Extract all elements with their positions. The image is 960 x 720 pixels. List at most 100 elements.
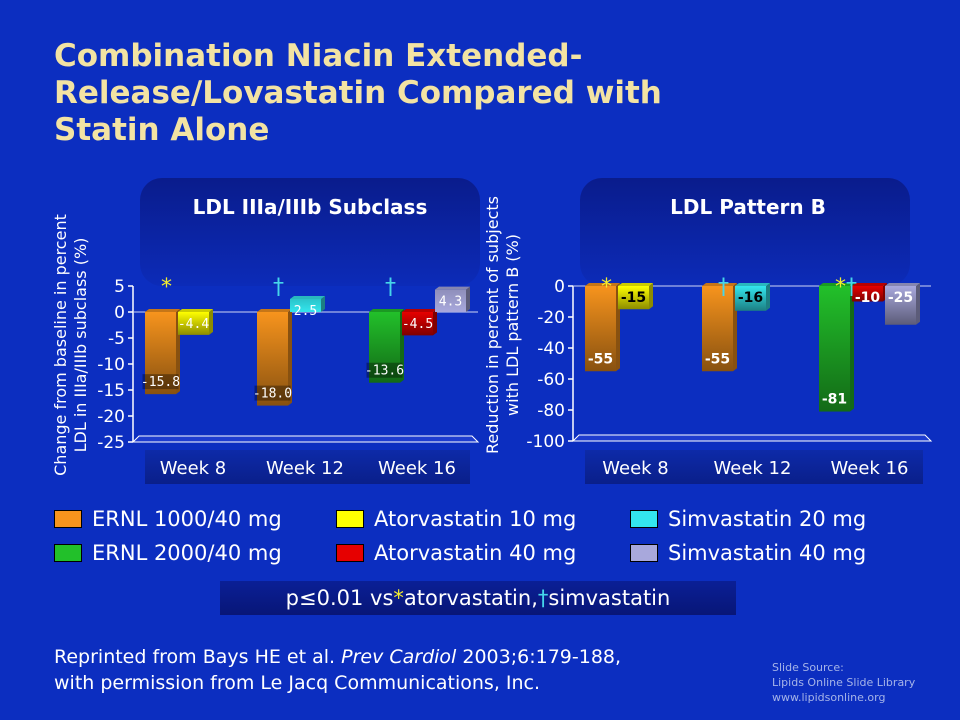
bar-top-atorvastatin-10-mg [178,309,213,312]
slide-title: Combination Niacin Extended- Release/Lov… [54,38,934,149]
legend-swatch [336,544,364,562]
bar-top-ernl-1000-40-mg [702,283,737,286]
chart-title-panel [580,178,910,286]
significance-marker: † [273,275,284,300]
y-axis-label: Change from baseline in percentLDL in II… [51,214,90,476]
y-axis-label-line: Reduction in percent of subjects [483,196,502,454]
bar-ernl-1000-40-mg [702,286,733,372]
data-label: -15 [621,290,646,306]
category-strip [585,450,923,484]
data-label: -16 [738,290,763,306]
legend-item-simvastatin-20: Simvastatin 20 mg [630,504,866,534]
data-label: -13.6 [365,364,404,379]
bar-top-ernl-2000-40-mg [819,283,854,286]
bar-side-ernl-2000-40-mg [850,283,854,412]
chart-title: LDL Pattern B [670,195,826,219]
significance-prefix: p≤0.01 vs [285,586,394,610]
y-tick-label: -10 [97,355,125,375]
legend-label: Atorvastatin 10 mg [374,507,577,531]
bar-top-simvastatin-40-mg [435,286,470,290]
bar-ernl-2000-40-mg [819,286,850,412]
data-label-bg [254,385,291,401]
y-tick-label: -25 [97,433,125,453]
bar-ernl-1000-40-mg [145,312,176,395]
data-label: -10 [855,290,881,306]
bar-group-week-12: -55 -16 † [702,275,770,372]
data-label: -18.0 [253,387,292,402]
citation-prefix: Reprinted from Bays HE et al. [54,646,342,668]
data-label: -4.5 [402,317,433,332]
bar-side-atorvastatin-10-mg [209,309,213,335]
reference-citation: Reprinted from Bays HE et al. Prev Cardi… [54,644,621,696]
axis-floor [571,434,933,442]
legend-label: ERNL 2000/40 mg [92,541,282,565]
data-label: -55 [705,351,730,367]
y-tick-label: 0 [554,277,565,297]
star-mark: * [601,275,612,300]
bar-atorvastatin-10-mg [618,286,649,310]
y-tick-label: -60 [537,370,565,390]
y-axis-label: Reduction in percent of subjectswith LDL… [483,196,522,454]
data-label-bg [142,374,179,390]
bar-group-week-16: -13.6 -4.5 4.3 † [365,275,470,383]
bar-group-week-8: -55 -15 * [585,275,653,372]
bar-side-simvastatin-40-mg [466,286,470,312]
bar-side-ernl-1000-40-mg [288,309,292,406]
y-tick-label: -40 [537,339,565,359]
significance-note: p≤0.01 vs * atorvastatin, † simvastatin [220,581,736,615]
dagger-mark: † [273,275,284,300]
bar-atorvastatin-40-mg [852,286,883,302]
bar-simvastatin-40-mg [885,286,916,325]
bar-top-simvastatin-40-mg [885,283,920,286]
bar-group-week-8: -15.8 -4.4 * [141,275,213,395]
chart-title-panel [140,178,480,286]
legend-swatch [630,510,658,528]
significance-marker: * [601,275,612,300]
bar-simvastatin-40-mg [435,289,466,312]
title-line-2: Release/Lovastatin Compared with [54,75,662,111]
y-tick-label: 5 [114,277,125,297]
bar-side-atorvastatin-10-mg [649,283,653,310]
data-label: 2.5 [294,304,317,319]
category-strip [145,450,470,484]
chart-ldl-iiia-iiib: LDL IIIa/IIIb Subclass 5 0 -5 -10 -15 -20 -25 Ch… [51,178,480,484]
bar-top-ernl-1000-40-mg [257,309,292,312]
legend-item-ernl-2000: ERNL 2000/40 mg [54,538,282,568]
y-tick-label: -5 [108,329,125,349]
bar-side-simvastatin-20-mg [766,283,770,311]
source-line-3: www.lipidsonline.org [772,691,886,704]
legend-label: Simvastatin 20 mg [668,507,867,531]
star-symbol: * [393,586,404,610]
bar-atorvastatin-40-mg [402,312,433,336]
dagger-mark: † [385,275,396,300]
chart-title: LDL IIIa/IIIb Subclass [193,195,428,219]
significance-marker: † [718,275,729,300]
significance-atorvastatin: atorvastatin, [403,586,538,610]
bar-ernl-2000-40-mg [369,312,400,383]
significance-marker: *† [835,275,857,300]
dagger-symbol: † [537,586,549,610]
y-tick-label: -20 [537,308,565,328]
bar-top-atorvastatin-40-mg [852,283,887,286]
star-mark: * [161,275,172,300]
bar-side-simvastatin-20-mg [321,296,325,312]
bar-ernl-1000-40-mg [585,286,616,372]
chart-ldl-pattern-b: LDL Pattern B0-20-40-60-80-100Reduction … [483,178,933,484]
source-line-1: Slide Source: [772,661,844,674]
y-tick-label: -100 [526,432,565,452]
y-tick-label: -15 [97,381,125,401]
legend-swatch [54,510,82,528]
legend-label: ERNL 1000/40 mg [92,507,282,531]
dagger-mark: † [846,275,857,300]
bar-atorvastatin-10-mg [178,312,209,335]
dagger-mark: † [718,275,729,300]
data-label: -55 [588,351,613,367]
y-tick-label: -80 [537,401,565,421]
legend-item-atorvastatin-10: Atorvastatin 10 mg [336,504,576,534]
title-line-1: Combination Niacin Extended- [54,38,583,74]
x-tick-label: Week 16 [831,458,909,479]
legend-label: Simvastatin 40 mg [668,541,867,565]
citation-journal: Prev Cardiol [341,646,457,668]
bar-group-week-16: -81 -10 -25 *† [819,275,920,412]
data-label: 4.3 [439,295,462,310]
